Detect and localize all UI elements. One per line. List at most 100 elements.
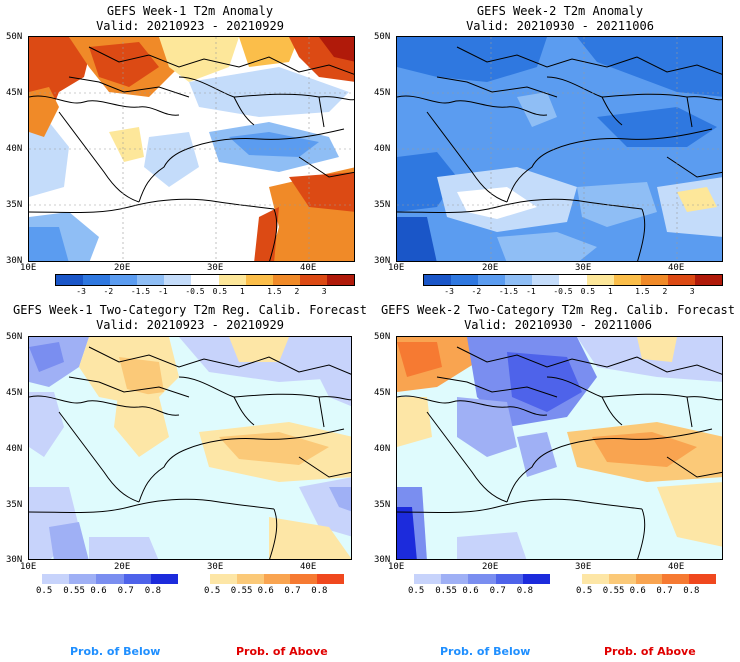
above-swatch: [635, 574, 663, 584]
lon-tick: 40E: [668, 263, 685, 273]
colorbar-tick-label: 0.6: [90, 586, 107, 596]
lat-tick: 30N: [6, 256, 23, 266]
panel2-title-text: GEFS Week-2 T2m Anomaly: [476, 4, 644, 18]
anomaly-swatch: [640, 275, 668, 285]
anomaly-swatch: [451, 275, 479, 285]
lon-tick: 10E: [388, 562, 405, 572]
prob-above-label-week1: Prob. of Above: [236, 645, 328, 658]
below-swatch: [522, 574, 551, 584]
anomaly-swatch: [83, 275, 111, 285]
lon-tick: 10E: [20, 562, 37, 572]
anomaly-swatch: [559, 275, 587, 285]
lon-tick: 40E: [300, 263, 317, 273]
below-swatch: [69, 574, 97, 584]
lat-tick: 45N: [6, 88, 23, 98]
anomaly-swatch: [218, 275, 246, 285]
below-colorbar-week1: [42, 574, 179, 584]
anomaly-swatch: [586, 275, 614, 285]
colorbar-tick-label: 0.5: [212, 287, 228, 296]
lon-tick: 30E: [575, 562, 592, 572]
lat-tick: 45N: [6, 388, 23, 398]
lat-tick: 40N: [6, 144, 23, 154]
colorbar-tick-label: -3: [76, 287, 86, 296]
lon-tick: 20E: [114, 562, 131, 572]
colorbar-tick-label: 0.8: [516, 586, 534, 596]
lon-tick: 10E: [388, 263, 405, 273]
above-swatch: [317, 574, 344, 584]
anomaly-swatch: [191, 275, 219, 285]
anomaly-swatch: [110, 275, 138, 285]
lat-tick: 40N: [374, 144, 391, 154]
anomaly-swatch: [667, 275, 695, 285]
colorbar-tick-label: 0.55: [602, 586, 625, 596]
lat-tick: 40N: [374, 444, 391, 454]
colorbar-tick-label: 0.5: [408, 586, 425, 596]
colorbar-tick-label: 2: [662, 287, 668, 296]
colorbar-tick-label: 0.7: [284, 586, 301, 596]
above-swatch: [236, 574, 264, 584]
colorbar-tick-label: 2: [294, 287, 300, 296]
map-week2-probability: [396, 336, 723, 560]
anomaly-colorbar-week2: [423, 274, 723, 286]
anomaly-swatch: [245, 275, 273, 285]
lon-tick: 30E: [207, 263, 224, 273]
anomaly-swatch: [164, 275, 192, 285]
prob-above-label-week2: Prob. of Above: [604, 645, 696, 658]
colorbar-tick-label: -1.5: [130, 287, 151, 296]
panel4-title-text: GEFS Week-2 Two-Category T2m Reg. Calib.…: [380, 303, 735, 317]
colorbar-tick-label: 1: [239, 287, 245, 296]
lat-tick: 40N: [6, 444, 23, 454]
colorbar-tick-label: -2: [103, 287, 114, 296]
below-swatch: [495, 574, 523, 584]
lon-tick: 20E: [114, 263, 131, 273]
colorbar-tick-label: 0.5: [36, 586, 53, 596]
lat-tick: 35N: [374, 200, 391, 210]
lat-tick: 35N: [6, 500, 23, 510]
colorbar-tick-label: 0.7: [656, 586, 673, 596]
colorbar-tick-label: 1.5: [267, 287, 282, 296]
colorbar-tick-label: -2: [471, 287, 482, 296]
colorbar-tick-label: 0.8: [311, 586, 328, 596]
anomaly-swatch: [505, 275, 533, 285]
prob-below-label-week2: Prob. of Below: [440, 645, 531, 658]
anomaly-swatch: [694, 275, 723, 285]
panel1-valid-text: Valid: 20210923 - 20210929: [96, 19, 284, 33]
anomaly-swatch: [478, 275, 506, 285]
colorbar-tick-label: 1: [607, 287, 613, 296]
colorbar-tick-label: 0.55: [435, 586, 457, 596]
anomaly-swatch: [56, 275, 84, 285]
panel2-valid-text: Valid: 20210930 - 20211006: [466, 19, 654, 33]
anomaly-swatch: [137, 275, 165, 285]
colorbar-tick-label: 0.5: [204, 586, 221, 596]
lon-tick: 20E: [482, 562, 499, 572]
anomaly-swatch: [613, 275, 641, 285]
colorbar-tick-label: -0.5: [185, 287, 205, 296]
map-week1-probability: [28, 336, 352, 560]
above-swatch: [210, 574, 237, 584]
below-swatch: [96, 574, 124, 584]
colorbar-tick-label: 0.8: [683, 586, 700, 596]
below-swatch: [42, 574, 70, 584]
lon-tick: 20E: [482, 263, 499, 273]
below-swatch: [441, 574, 469, 584]
lat-tick: 45N: [374, 388, 391, 398]
colorbar-tick-label: 3: [321, 287, 327, 296]
below-colorbar-week2: [414, 574, 551, 584]
colorbar-tick-label: 0.6: [629, 586, 646, 596]
above-swatch: [290, 574, 318, 584]
colorbar-tick-label: 3: [689, 287, 695, 296]
colorbar-tick-label: -1: [158, 287, 168, 296]
panel4-title: GEFS Week-2 Two-Category T2m Reg. Calib.…: [378, 303, 738, 333]
colorbar-tick-label: -1: [526, 287, 536, 296]
panel4-valid-text: Valid: 20210930 - 20211006: [464, 318, 652, 332]
colorbar-tick-label: 0.5: [576, 586, 593, 596]
above-colorbar-week1: [210, 574, 344, 584]
colorbar-tick-label: 0.55: [63, 586, 85, 596]
above-colorbar-week2: [582, 574, 716, 584]
colorbar-tick-label: 0.8: [144, 586, 162, 596]
above-swatch: [263, 574, 291, 584]
lat-tick: 50N: [374, 332, 391, 342]
below-swatch: [123, 574, 151, 584]
prob-below-label-week1: Prob. of Below: [70, 645, 161, 658]
above-swatch: [689, 574, 716, 584]
